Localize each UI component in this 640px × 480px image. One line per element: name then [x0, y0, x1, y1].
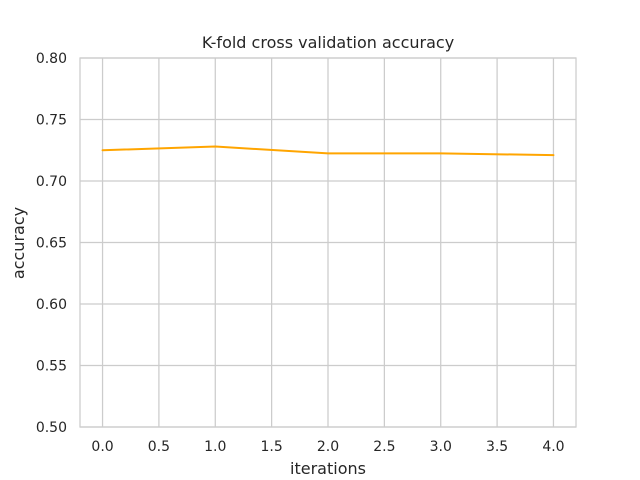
series-layer — [101, 145, 555, 157]
y-tick-label: 0.80 — [36, 51, 67, 67]
x-tick-label: 1.0 — [204, 439, 226, 455]
y-tick-label: 0.65 — [36, 236, 67, 252]
x-tick-label: 4.0 — [542, 439, 564, 455]
x-axis-ticks: 0.0 0.5 1.0 1.5 2.0 2.5 3.0 3.5 4.0 — [91, 439, 564, 455]
plot-frame — [79, 57, 577, 428]
y-tick-label: 0.75 — [36, 113, 67, 129]
x-tick-label: 0.0 — [91, 439, 113, 455]
x-tick-label: 2.0 — [317, 439, 339, 455]
series-line — [101, 145, 555, 157]
y-tick-label: 0.55 — [36, 359, 67, 375]
x-tick-label: 0.5 — [148, 439, 170, 455]
x-tick-label: 2.5 — [373, 439, 395, 455]
x-tick-label: 1.5 — [261, 439, 283, 455]
y-tick-label: 0.50 — [36, 420, 67, 436]
y-axis-label: accuracy — [9, 207, 28, 279]
y-tick-label: 0.70 — [36, 174, 67, 190]
grid — [80, 57, 576, 428]
y-tick-label: 0.60 — [36, 297, 67, 313]
y-axis-ticks: 0.50 0.55 0.60 0.65 0.70 0.75 0.80 — [36, 51, 67, 436]
chart-title: K-fold cross validation accuracy — [202, 33, 454, 52]
x-tick-label: 3.0 — [430, 439, 452, 455]
x-tick-label: 3.5 — [486, 439, 508, 455]
x-axis-label: iterations — [290, 459, 366, 478]
